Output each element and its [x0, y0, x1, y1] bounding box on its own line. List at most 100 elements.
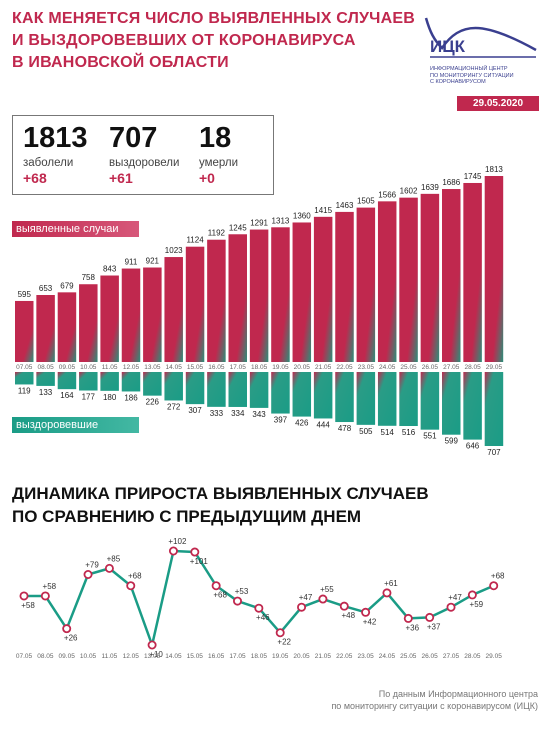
data-point-label: +59: [470, 600, 484, 609]
date-tick-label: 24.05: [379, 364, 396, 371]
date-tick-label: 12.05: [123, 653, 140, 660]
data-point-marker: [40, 591, 50, 601]
date-tick-label: 22.05: [336, 653, 353, 660]
data-point-label: +79: [85, 561, 99, 570]
data-point-label: +58: [21, 601, 35, 610]
source-note-line: По данным Информационного центра: [378, 689, 538, 699]
kpi-died-delta: +0: [199, 170, 215, 186]
data-point-marker: [83, 570, 93, 580]
recovered-bar: [335, 372, 354, 423]
kpi-died: 18 умерли +0: [199, 122, 238, 186]
kpi-recovered-label: выздоровели: [109, 157, 180, 169]
cases-bar: [185, 246, 205, 362]
data-point-label: +61: [384, 579, 398, 588]
data-point-marker: [318, 594, 328, 604]
recovered-bar: [313, 372, 333, 419]
date-tick-label: 25.05: [400, 364, 417, 371]
date-badge: 29.05.2020: [457, 96, 539, 111]
recovered-bar: [121, 372, 141, 392]
date-tick-label: 07.05: [16, 364, 33, 371]
date-tick-label: 24.05: [379, 653, 396, 660]
kpi-died-value: 18: [199, 122, 232, 154]
date-tick-label: 18.05: [251, 364, 268, 371]
title-line: Как меняется число выявленных случаев: [12, 10, 415, 27]
line-chart-title-line: по сравнению с предыдущим днем: [12, 507, 362, 526]
recovered-bar: [249, 372, 269, 408]
data-point-label: +68: [213, 591, 227, 600]
kpi-panel: 1813 заболели +68 707 выздоровели +61 18…: [12, 115, 274, 195]
data-point-label: +85: [107, 554, 121, 563]
source-note-line: по мониторингу ситуации с коронавирусом …: [331, 701, 538, 711]
recovered-bar: [463, 372, 482, 440]
recovered-bar: [377, 372, 397, 426]
recovered-value-label: 307: [188, 406, 202, 415]
recovered-value-label: 272: [167, 402, 181, 411]
title-line: в Ивановской области: [12, 54, 229, 71]
cases-value-label: 1360: [293, 211, 311, 220]
date-tick-label: 15.05: [187, 364, 204, 371]
data-point-label: +26: [64, 634, 78, 643]
cases-bar: [271, 227, 290, 362]
recovered-bar: [442, 372, 461, 435]
cases-value-label: 921: [146, 257, 160, 266]
cases-bar: [15, 300, 34, 362]
recovered-bar: [271, 372, 290, 414]
recovered-bar: [79, 372, 98, 391]
data-point-marker: [467, 590, 477, 600]
date-tick-label: 21.05: [315, 653, 332, 660]
date-tick-label: 12.05: [123, 364, 140, 371]
cases-bar: [442, 189, 461, 362]
data-point-marker: [62, 624, 72, 634]
line-chart: +58 07.05 +58 08.05 +26 09.05 +79 10.05 +85 11.05…: [16, 537, 505, 660]
cases-bar: [164, 257, 183, 362]
data-point-marker: [19, 591, 29, 601]
data-point-marker: [147, 640, 157, 650]
data-point-marker: [275, 628, 285, 638]
title-line: и выздоровевших от коронавируса: [12, 32, 356, 49]
cases-bar: [292, 222, 312, 362]
date-tick-label: 18.05: [251, 653, 268, 660]
cases-bar: [313, 216, 333, 362]
data-point-label: +47: [448, 593, 462, 602]
date-tick-label: 09.05: [59, 364, 76, 371]
data-point-label: +42: [363, 617, 377, 626]
recovered-value-label: 226: [146, 398, 160, 407]
cases-value-label: 911: [125, 258, 138, 267]
recovered-value-label: 478: [338, 424, 352, 433]
cases-value-label: 1245: [229, 223, 247, 232]
data-point-label: +68: [128, 572, 142, 581]
cases-value-label: 843: [103, 265, 117, 274]
date-tick-label: 28.05: [464, 653, 481, 660]
data-point-marker: [446, 602, 456, 612]
recovered-bar: [185, 372, 205, 405]
data-point-label: +53: [235, 587, 249, 596]
data-point-label: +58: [43, 582, 57, 591]
cases-value-label: 1745: [464, 172, 482, 181]
recovered-value-label: 707: [487, 448, 501, 457]
date-tick-label: 16.05: [208, 364, 225, 371]
recovered-value-label: 334: [231, 409, 245, 418]
data-point-label: +47: [299, 593, 313, 602]
cases-value-label: 1463: [336, 201, 354, 210]
date-tick-label: 07.05: [16, 653, 33, 660]
recovered-bar: [356, 372, 376, 425]
cases-bar: [228, 234, 247, 362]
data-point-label: +36: [406, 623, 420, 632]
cases-bar: [121, 268, 141, 362]
recovered-bar: [36, 372, 55, 386]
date-tick-label: 22.05: [336, 364, 353, 371]
line-chart-title: Динамика прироста выявленных случаев по …: [12, 482, 532, 528]
date-tick-label: 08.05: [37, 364, 54, 371]
cases-bar: [79, 284, 98, 362]
date-tick-label: 21.05: [315, 364, 332, 371]
data-point-label: +102: [168, 537, 187, 546]
date-tick-label: 27.05: [443, 364, 460, 371]
recovered-value-label: 599: [445, 437, 459, 446]
date-tick-label: 28.05: [464, 364, 481, 371]
data-point-label: +101: [190, 557, 209, 566]
cases-value-label: 1566: [378, 190, 396, 199]
recovered-value-label: 444: [316, 420, 330, 429]
recovered-value-label: 164: [60, 391, 74, 400]
data-point-label: +10: [149, 650, 163, 659]
cases-value-label: 1415: [314, 206, 332, 215]
